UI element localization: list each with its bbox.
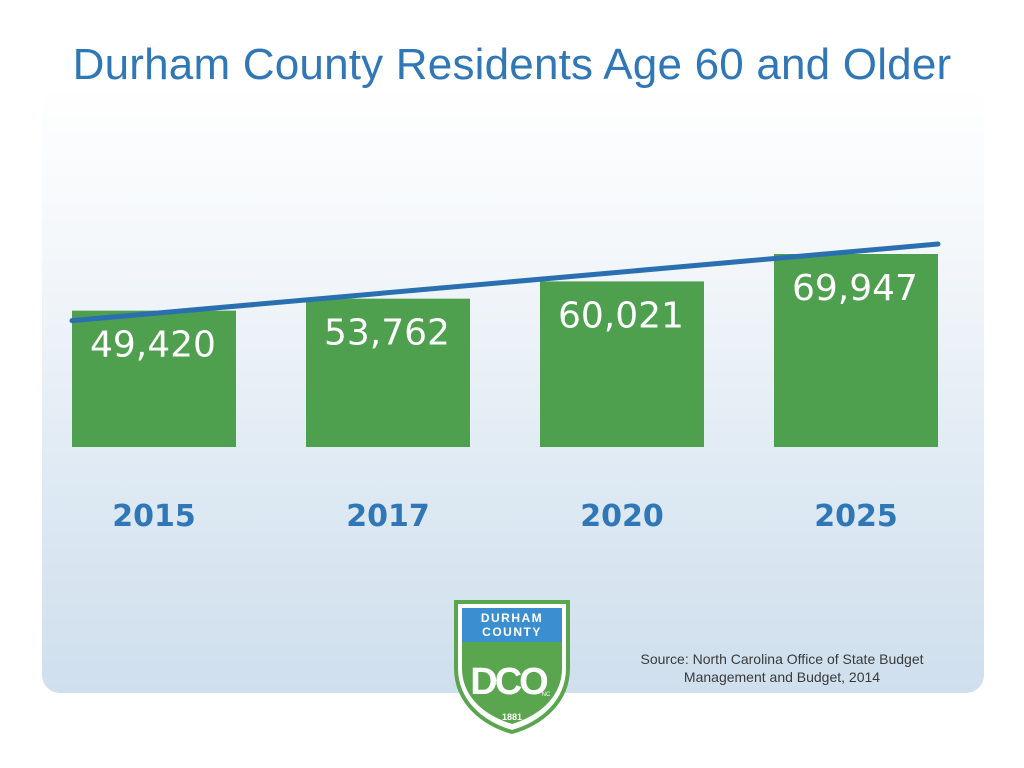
- bar-2015: [72, 310, 236, 447]
- source-note: Source: North Carolina Office of State B…: [640, 651, 924, 685]
- logo-state: NC: [542, 692, 551, 698]
- bar-2017: [306, 298, 470, 447]
- value-label-2015: 49,420: [90, 325, 216, 366]
- logo-text-county: COUNTY: [482, 625, 542, 639]
- durham-county-logo: DURHAM COUNTY DCO NC 1881: [454, 600, 570, 735]
- category-label-2025: 2025: [814, 499, 898, 534]
- chart-title: Durham County Residents Age 60 and Older: [72, 40, 952, 89]
- category-label-2015: 2015: [112, 499, 196, 534]
- trend-line: [69, 241, 941, 324]
- value-label-2025: 69,947: [792, 268, 918, 309]
- bar-2020: [540, 281, 704, 447]
- category-label-2020: 2020: [580, 499, 664, 534]
- bar-2025: [774, 254, 938, 447]
- value-label-2017: 53,762: [324, 313, 450, 354]
- value-label-2020: 60,021: [558, 295, 684, 336]
- category-label-2017: 2017: [346, 499, 430, 534]
- logo-mark: DCO: [470, 661, 547, 703]
- logo-year: 1881: [502, 712, 522, 722]
- logo-text-durham: DURHAM: [481, 611, 543, 625]
